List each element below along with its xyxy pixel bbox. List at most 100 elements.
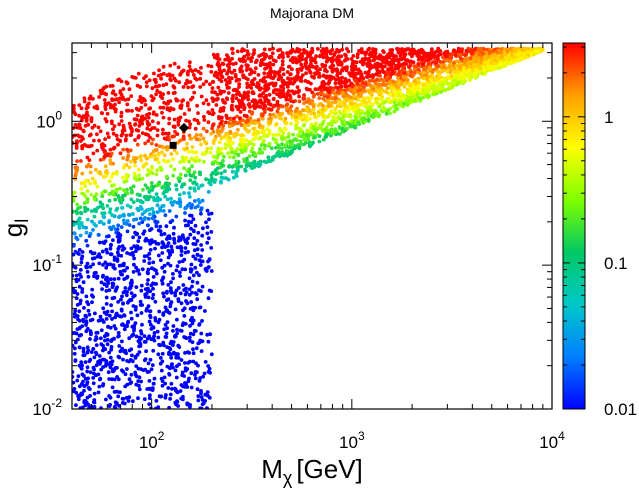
- scatter-point: [85, 105, 90, 110]
- scatter-point: [277, 112, 281, 117]
- scatter-point: [382, 50, 386, 55]
- scatter-point: [111, 238, 115, 243]
- scatter-point: [190, 321, 195, 326]
- scatter-point: [91, 381, 96, 386]
- scatter-point: [305, 137, 310, 142]
- scatter-point: [322, 87, 326, 92]
- scatter-point: [144, 84, 149, 89]
- scatter-point: [113, 102, 117, 107]
- scatter-point: [196, 186, 201, 191]
- scatter-point: [184, 157, 189, 162]
- scatter-point: [312, 111, 317, 116]
- scatter-point: [147, 319, 152, 324]
- scatter-point: [346, 49, 351, 54]
- scatter-point: [137, 177, 142, 182]
- scatter-point: [267, 47, 272, 52]
- scatter-point: [398, 100, 403, 105]
- scatter-point: [261, 106, 266, 111]
- scatter-point: [333, 111, 338, 116]
- scatter-point: [394, 54, 398, 58]
- scatter-point: [161, 127, 165, 132]
- scatter-point: [112, 255, 117, 260]
- scatter-point: [363, 81, 368, 86]
- scatter-point: [456, 70, 461, 75]
- scatter-point: [306, 97, 311, 101]
- scatter-point: [88, 170, 93, 175]
- scatter-point: [146, 286, 150, 291]
- scatter-point: [84, 329, 89, 334]
- scatter-point: [315, 64, 319, 69]
- scatter-point: [120, 368, 124, 373]
- scatter-point: [253, 66, 258, 71]
- scatter-point: [158, 361, 163, 366]
- scatter-point: [112, 390, 117, 394]
- scatter-point: [324, 106, 329, 111]
- scatter-point: [174, 388, 178, 393]
- scatter-point: [289, 77, 293, 81]
- scatter-point: [183, 267, 188, 272]
- scatter-point: [177, 179, 182, 184]
- scatter-point: [211, 161, 216, 166]
- scatter-point: [384, 78, 389, 83]
- scatter-point: [168, 63, 173, 68]
- scatter-point: [275, 151, 280, 156]
- scatter-point: [225, 86, 230, 90]
- scatter-point: [415, 53, 420, 58]
- scatter-point: [124, 293, 129, 298]
- scatter-point: [220, 146, 224, 151]
- scatter-point: [149, 283, 154, 288]
- scatter-point: [101, 222, 106, 226]
- scatter-point: [119, 114, 124, 119]
- scatter-point: [164, 331, 169, 336]
- scatter-point: [140, 118, 145, 122]
- scatter-point: [200, 183, 205, 188]
- scatter-point: [174, 98, 179, 103]
- scatter-point: [256, 73, 261, 77]
- scatter-point: [148, 313, 153, 318]
- scatter-point: [259, 60, 263, 65]
- scatter-point: [181, 394, 185, 399]
- scatter-point: [362, 85, 366, 90]
- scatter-point: [351, 54, 356, 58]
- scatter-point: [125, 187, 129, 192]
- scatter-point: [150, 154, 155, 159]
- scatter-point: [87, 101, 91, 106]
- scatter-point: [159, 376, 164, 381]
- scatter-point: [180, 267, 185, 272]
- scatter-point: [178, 172, 183, 177]
- scatter-point: [218, 91, 223, 96]
- scatter-point: [86, 122, 91, 127]
- scatter-point: [85, 189, 90, 193]
- scatter-point: [321, 92, 326, 97]
- scatter-point: [99, 342, 104, 347]
- scatter-point: [226, 57, 231, 62]
- scatter-point: [136, 379, 141, 383]
- scatter-point: [251, 137, 256, 142]
- scatter-point: [73, 346, 77, 351]
- scatter-point: [79, 275, 83, 279]
- scatter-point: [290, 89, 295, 94]
- scatter-point: [104, 302, 109, 306]
- scatter-point: [338, 71, 342, 76]
- scatter-point: [81, 128, 86, 133]
- scatter-point: [168, 304, 173, 309]
- scatter-point: [187, 159, 191, 164]
- scatter-point: [92, 123, 97, 128]
- scatter-point: [186, 379, 191, 384]
- scatter-point: [174, 355, 179, 360]
- scatter-point: [177, 192, 182, 197]
- scatter-point: [89, 116, 94, 120]
- scatter-point: [175, 331, 180, 336]
- scatter-point: [185, 141, 189, 146]
- scatter-point: [81, 379, 85, 384]
- scatter-point: [476, 62, 481, 67]
- scatter-point: [161, 83, 166, 88]
- scatter-point: [448, 55, 453, 59]
- scatter-point: [155, 203, 160, 208]
- scatter-point: [260, 125, 265, 130]
- scatter-point: [206, 120, 211, 125]
- scatter-point: [242, 93, 247, 97]
- scatter-point: [164, 224, 169, 229]
- scatter-point: [147, 190, 152, 194]
- scatter-point: [72, 106, 76, 111]
